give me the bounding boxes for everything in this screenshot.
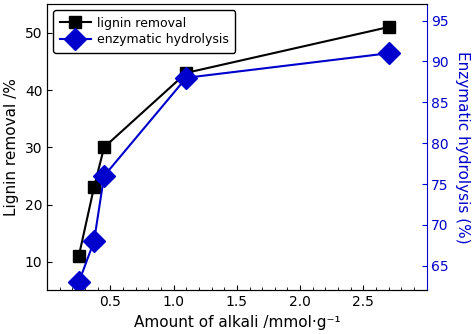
Legend: lignin removal, enzymatic hydrolysis: lignin removal, enzymatic hydrolysis	[54, 10, 235, 53]
X-axis label: Amount of alkali /mmol·g⁻¹: Amount of alkali /mmol·g⁻¹	[134, 315, 340, 330]
enzymatic hydrolysis	[91, 239, 97, 243]
Y-axis label: Enzymatic hydrolysis (%): Enzymatic hydrolysis (%)	[455, 51, 470, 243]
lignin removal	[76, 254, 82, 258]
Line: lignin removal: lignin removal	[73, 21, 395, 262]
enzymatic hydrolysis	[386, 51, 392, 55]
lignin removal	[91, 185, 97, 189]
lignin removal	[101, 145, 107, 149]
lignin removal	[183, 71, 189, 75]
Line: enzymatic hydrolysis: enzymatic hydrolysis	[71, 46, 396, 290]
enzymatic hydrolysis	[183, 76, 189, 80]
enzymatic hydrolysis	[76, 280, 82, 284]
Y-axis label: Lignin removal /%: Lignin removal /%	[4, 78, 19, 216]
lignin removal	[386, 25, 392, 29]
enzymatic hydrolysis	[101, 174, 107, 178]
